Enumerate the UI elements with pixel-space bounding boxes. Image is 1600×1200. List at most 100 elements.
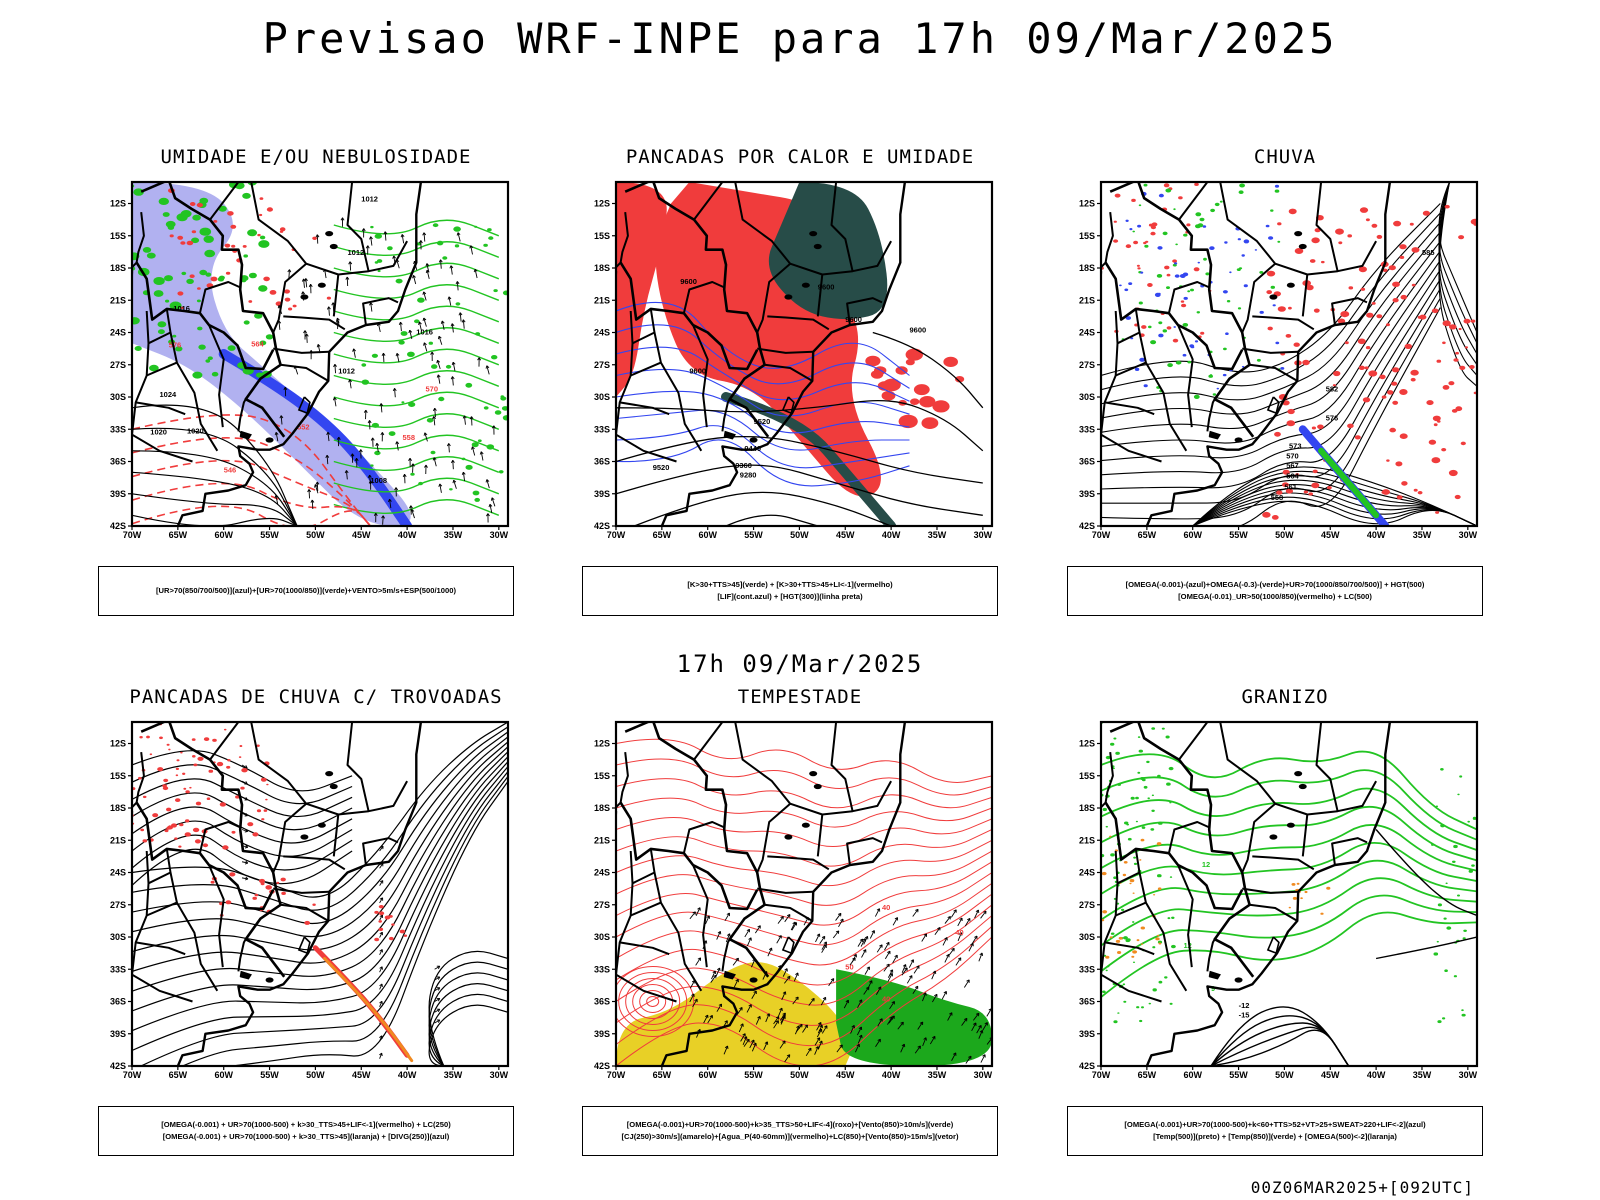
lon-tick-label: 50W <box>1275 1070 1294 1080</box>
lat-tick-label: 33S <box>110 424 126 434</box>
lat-tick-label: 36S <box>594 997 610 1007</box>
contour-label: 1012 <box>361 194 378 203</box>
lat-tick-label: 33S <box>594 964 610 974</box>
contour-label: 558 <box>403 433 416 442</box>
map-frame: 582 576 573 570 567 564 561 558 585 12S 15S 18S 21S 2… <box>1065 176 1485 550</box>
map-layers <box>132 722 508 1066</box>
lon-tick-label: 50W <box>790 530 809 540</box>
contour-label: 9440 <box>744 444 761 453</box>
lon-tick-label: 35W <box>1413 1070 1432 1080</box>
lon-tick-label: 55W <box>1229 1070 1248 1080</box>
contour-label: 12 <box>1202 860 1210 869</box>
lat-tick-label: 42S <box>1079 521 1095 531</box>
lat-tick-label: 36S <box>594 457 610 467</box>
contour-label: 564 <box>1286 472 1299 481</box>
lat-tick-label: 18S <box>594 263 610 273</box>
contour-label: 570 <box>426 385 439 394</box>
contour-label: -12 <box>1239 1001 1250 1010</box>
subtitle: 17h 09/Mar/2025 <box>676 650 924 678</box>
legend-line: [UR>70(850/700/500)](azul)+[UR>70(1000/8… <box>156 586 456 595</box>
lon-tick-label: 40W <box>1367 530 1386 540</box>
lat-tick-label: 39S <box>110 489 126 499</box>
lon-tick-label: 55W <box>744 1070 763 1080</box>
contour-label: 570 <box>1286 451 1299 460</box>
map-border <box>1099 180 1479 528</box>
lon-tick-label: 40W <box>882 530 901 540</box>
lon-tick-label: 50W <box>306 530 325 540</box>
panel-title: PANCADAS POR CALOR E UMIDADE <box>625 146 975 168</box>
lat-tick-label: 21S <box>110 835 126 845</box>
lon-tick-label: 60W <box>1183 1070 1202 1080</box>
contour-label: 1016 <box>173 304 190 313</box>
lon-tick-label: 70W <box>123 1070 142 1080</box>
contour-label: 50 <box>845 962 853 971</box>
lat-tick-label: 15S <box>594 231 610 241</box>
lat-tick-label: 42S <box>1079 1061 1095 1071</box>
contour-label: 582 <box>1326 385 1339 394</box>
lon-tick-label: 55W <box>260 1070 279 1080</box>
lat-tick-label: 42S <box>594 521 610 531</box>
lat-tick-label: 24S <box>1079 868 1095 878</box>
lon-tick-label: 45W <box>352 1070 371 1080</box>
panel-chuva: CHUVA 582 576 573 570 567 564 561 558 585 12S 15S 18… <box>1045 146 1525 628</box>
lon-tick-label: 35W <box>444 1070 463 1080</box>
contour-label: 564 <box>251 340 264 349</box>
lon-tick-label: 55W <box>744 530 763 540</box>
map-svg: -12-151212912S15S18S21S24S27S30S33S36S39… <box>1079 720 1479 1080</box>
panel-title: PANCADAS DE CHUVA C/ TROVOADAS <box>129 686 503 708</box>
lat-tick-label: 21S <box>110 295 126 305</box>
legend-box: [OMEGA(-0.001)+UR>70(1000-500)+k>35_TTS>… <box>582 1106 998 1156</box>
lat-tick-label: 18S <box>1079 263 1095 273</box>
lat-tick-label: 30S <box>1079 392 1095 402</box>
contour-label: 585 <box>1422 248 1435 257</box>
panel-trovoadas: PANCADAS DE CHUVA C/ TROVOADAS 12S 15S 18S 2… <box>76 686 556 1168</box>
lon-tick-label: 40W <box>398 1070 417 1080</box>
contour-label: 9600 <box>818 283 835 292</box>
lat-tick-label: 21S <box>594 295 610 305</box>
map-frame: 40 40 50 40 12S 15S 18S 21S 24S 27S 30S 33S 36S 39S 42… <box>580 716 1000 1090</box>
panel-umidade: UMIDADE E/OU NEBULOSIDADE 1012 1012 1016 101… <box>76 146 556 628</box>
lat-tick-label: 15S <box>110 231 126 241</box>
lon-tick-label: 35W <box>444 530 463 540</box>
lon-tick-label: 60W <box>698 1070 717 1080</box>
lat-tick-label: 30S <box>594 392 610 402</box>
map-border <box>130 720 510 1068</box>
contour-label: 1020 <box>187 427 204 436</box>
lat-tick-label: 18S <box>110 803 126 813</box>
contour-label: 576 <box>1326 414 1339 423</box>
lat-tick-label: 27S <box>1079 900 1095 910</box>
lon-tick-label: 45W <box>836 1070 855 1080</box>
lat-tick-label: 30S <box>1079 932 1095 942</box>
lat-tick-label: 39S <box>594 489 610 499</box>
contour-label: 1012 <box>338 366 355 375</box>
map-frame: 9600 9600 9600 9600 9520 9520 9440 9360 9280 9600… <box>580 176 1000 550</box>
lon-tick-label: 50W <box>790 1070 809 1080</box>
legend-line: [CJ(250)>30m/s](amarelo)+[Agua_P(40-60mm… <box>621 1132 959 1141</box>
lat-tick-label: 24S <box>110 328 126 338</box>
lat-tick-label: 12S <box>594 739 610 749</box>
lon-tick-label: 50W <box>306 1070 325 1080</box>
lat-tick-label: 18S <box>594 803 610 813</box>
contour-label: 1008 <box>370 476 387 485</box>
lon-tick-label: 45W <box>1321 1070 1340 1080</box>
lon-tick-label: 55W <box>1229 530 1248 540</box>
map-layers: 1012 1012 1016 1016 1012 1020 1008 576 570 564 558… <box>132 182 508 526</box>
lat-tick-label: 12S <box>1079 739 1095 749</box>
contour-label: -15 <box>1239 1011 1250 1020</box>
legend-line: [OMEGA(-0.01)_UR>50(1000/850)(vermelho) … <box>1178 592 1372 601</box>
map-border <box>614 180 994 528</box>
lat-tick-label: 15S <box>1079 231 1095 241</box>
contour-label: 561 <box>1284 482 1297 491</box>
lat-tick-label: 42S <box>110 1061 126 1071</box>
lat-tick-label: 27S <box>1079 360 1095 370</box>
lon-tick-label: 30W <box>490 1070 509 1080</box>
contour-label: 9280 <box>740 471 757 480</box>
contour-label: 558 <box>1271 493 1284 502</box>
lat-tick-label: 27S <box>110 360 126 370</box>
footer-run-info: 00Z06MAR2025+[092UTC] <box>1250 1178 1474 1197</box>
lon-tick-label: 30W <box>1459 530 1478 540</box>
contour-label: 9600 <box>680 277 697 286</box>
lat-tick-label: 27S <box>594 360 610 370</box>
